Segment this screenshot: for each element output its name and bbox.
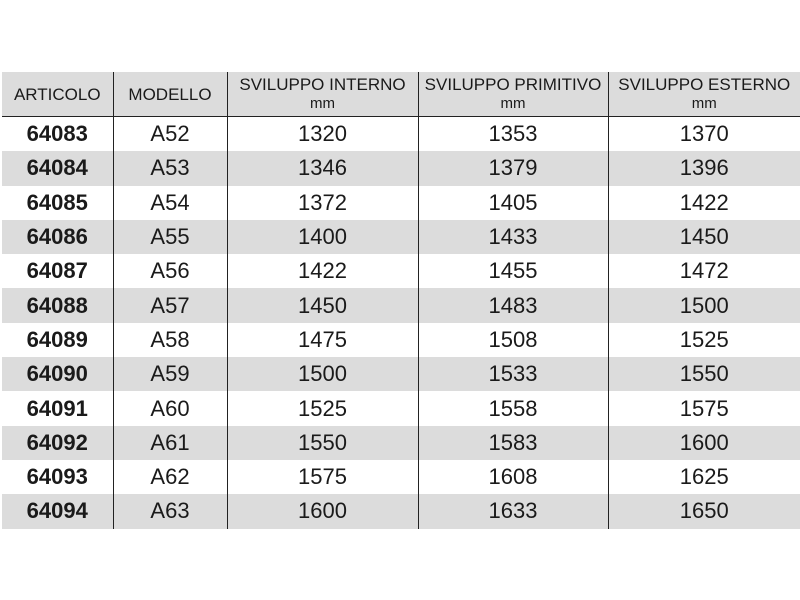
table-row: 64094 A63 1600 1633 1650 xyxy=(2,494,800,529)
articolo-cell: 64091 xyxy=(26,395,88,421)
sviluppo-esterno-cell: 1575 xyxy=(607,391,800,426)
sviluppo-interno-cell: 1550 xyxy=(226,425,418,460)
column-header-unit: mm xyxy=(500,95,526,112)
column-header-label: SVILUPPO ESTERNO xyxy=(618,75,791,94)
articolo-cell: 64090 xyxy=(2,357,113,392)
sviluppo-esterno-cell: 1650 xyxy=(607,494,800,529)
sviluppo-esterno-cell: 1525 xyxy=(607,322,800,358)
table-row: 64087 A56 1422 1455 1472 xyxy=(2,254,800,289)
sviluppo-interno-cell: 1372 xyxy=(226,185,418,220)
table-row: 64088 A57 1450 1483 1500 xyxy=(2,288,800,323)
sviluppo-esterno-cell: 1550 xyxy=(607,357,800,392)
sviluppo-primitivo-cell: 1633 xyxy=(417,494,608,529)
table-row: 64089 A58 1475 1508 1525 xyxy=(2,322,800,358)
sviluppo-interno-cell: 1525 xyxy=(226,391,418,426)
articles-table: ARTICOLO MODELLO SVILUPPO INTERNO mm SVILUPP… xyxy=(2,72,800,529)
sviluppo-esterno-cell: 1422 xyxy=(607,185,800,220)
modello-cell: A55 xyxy=(112,219,227,255)
column-header: SVILUPPO PRIMITIVO mm xyxy=(417,72,608,117)
modello-cell: A57 xyxy=(112,288,227,323)
column-header-unit: mm xyxy=(310,95,335,112)
sviluppo-interno-cell: 1320 xyxy=(226,116,418,152)
table-row: 64086 A55 1400 1433 1450 xyxy=(2,219,800,255)
sviluppo-interno-cell: 1422 xyxy=(226,254,418,289)
table-row: 64085 A54 1372 1405 1422 xyxy=(2,185,800,220)
column-header-label: MODELLO xyxy=(128,84,212,104)
articolo-cell: 64089 xyxy=(26,326,88,352)
sviluppo-primitivo-cell: 1353 xyxy=(417,116,608,152)
articolo-cell: 64088 xyxy=(2,288,113,323)
sviluppo-primitivo-cell: 1379 xyxy=(417,151,608,186)
articolo-cell: 64084 xyxy=(2,151,113,186)
sviluppo-interno-cell: 1475 xyxy=(226,322,418,358)
table-row: 64090 A59 1500 1533 1550 xyxy=(2,357,800,392)
modello-cell: A53 xyxy=(112,151,227,186)
modello-cell: A58 xyxy=(112,322,227,358)
table-row: 64091 A60 1525 1558 1575 xyxy=(2,391,800,426)
sviluppo-primitivo-cell: 1583 xyxy=(417,425,608,460)
modello-cell: A62 xyxy=(112,459,227,495)
sviluppo-interno-cell: 1400 xyxy=(226,219,418,255)
sviluppo-esterno-cell: 1472 xyxy=(607,254,800,289)
sviluppo-esterno-cell: 1370 xyxy=(607,116,800,152)
sviluppo-esterno-cell: 1500 xyxy=(607,288,800,323)
table-row: 64093 A62 1575 1608 1625 xyxy=(2,459,800,495)
sviluppo-esterno-cell: 1600 xyxy=(607,425,800,460)
sviluppo-esterno-cell: 1450 xyxy=(607,219,800,255)
modello-cell: A52 xyxy=(112,116,227,152)
table-row: 64083 A52 1320 1353 1370 xyxy=(2,116,800,152)
articolo-cell: 64086 xyxy=(2,219,113,255)
table-row: 64092 A61 1550 1583 1600 xyxy=(2,425,800,460)
articolo-cell: 64092 xyxy=(2,425,113,460)
column-header-unit: mm xyxy=(691,95,717,112)
sviluppo-primitivo-cell: 1455 xyxy=(417,254,608,289)
header-row: ARTICOLO MODELLO SVILUPPO INTERNO mm SVILUPP… xyxy=(2,72,800,117)
articolo-cell: 64083 xyxy=(26,121,88,147)
modello-cell: A59 xyxy=(112,357,227,392)
sviluppo-primitivo-cell: 1405 xyxy=(417,185,608,220)
column-header-label: ARTICOLO xyxy=(13,84,101,104)
sviluppo-interno-cell: 1575 xyxy=(226,459,418,495)
sviluppo-primitivo-cell: 1508 xyxy=(417,322,608,358)
articolo-cell: 64087 xyxy=(26,258,88,284)
column-header: SVILUPPO ESTERNO mm xyxy=(607,72,800,117)
sviluppo-primitivo-cell: 1433 xyxy=(417,219,608,255)
sviluppo-esterno-cell: 1625 xyxy=(607,459,800,495)
sviluppo-interno-cell: 1500 xyxy=(226,357,418,392)
modello-cell: A56 xyxy=(112,254,227,289)
sviluppo-interno-cell: 1600 xyxy=(226,494,418,529)
modello-cell: A63 xyxy=(112,494,227,529)
modello-cell: A61 xyxy=(112,425,227,460)
modello-cell: A54 xyxy=(112,185,227,220)
table-row: 64084 A53 1346 1379 1396 xyxy=(2,151,800,186)
sviluppo-interno-cell: 1450 xyxy=(226,288,418,323)
column-header: SVILUPPO INTERNO mm xyxy=(226,72,418,117)
column-header-label: SVILUPPO INTERNO xyxy=(239,75,406,94)
sviluppo-esterno-cell: 1396 xyxy=(607,151,800,186)
sviluppo-primitivo-cell: 1608 xyxy=(417,459,608,495)
column-header-label: SVILUPPO PRIMITIVO xyxy=(424,75,602,94)
modello-cell: A60 xyxy=(112,391,227,426)
sviluppo-primitivo-cell: 1483 xyxy=(417,288,608,323)
column-header: MODELLO xyxy=(112,72,227,117)
sviluppo-interno-cell: 1346 xyxy=(226,151,418,186)
articolo-cell: 64094 xyxy=(2,494,113,529)
sviluppo-primitivo-cell: 1533 xyxy=(417,357,608,392)
articolo-cell: 64085 xyxy=(26,189,88,215)
column-header: ARTICOLO xyxy=(2,72,113,117)
articolo-cell: 64093 xyxy=(26,464,88,490)
sviluppo-primitivo-cell: 1558 xyxy=(417,391,608,426)
